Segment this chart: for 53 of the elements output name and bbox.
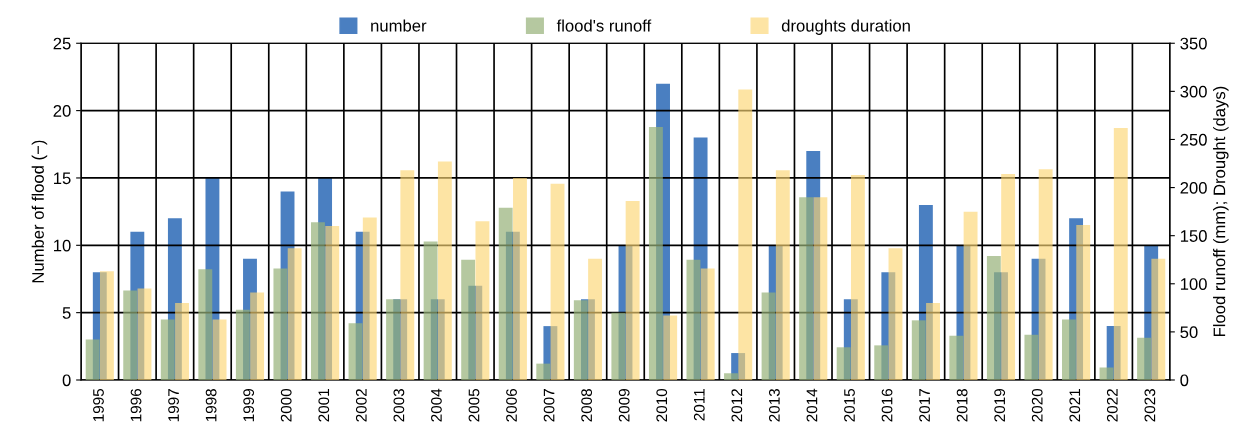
y2-tick-label: 350: [1180, 37, 1207, 50]
x-tick-label: 2005: [468, 388, 480, 422]
x-tick-label: 2010: [656, 388, 668, 422]
bar: [874, 345, 889, 380]
y2-tick-label: 100: [1180, 278, 1207, 290]
y2-tick-label: 0: [1180, 374, 1189, 387]
x-tick-label: 2016: [881, 388, 893, 422]
x-tick-label: 2000: [280, 388, 292, 422]
bar: [724, 373, 738, 380]
y-tick-label: 15: [54, 172, 71, 185]
x-tick-label: 2001: [318, 389, 330, 422]
x-tick-label: 1999: [243, 389, 255, 422]
x-tick-label: 2006: [506, 388, 517, 422]
y-tick-label: 25: [53, 37, 71, 50]
x-tick-label: 2014: [806, 388, 818, 422]
bar: [1137, 337, 1151, 380]
x-tick-label: 2018: [956, 388, 968, 422]
y2-tick-label: 150: [1180, 230, 1207, 242]
x-tick-label: 2020: [1031, 388, 1043, 422]
legend-label: droughts duration: [781, 19, 910, 35]
y-tick-label: 10: [54, 239, 71, 252]
y2-tick-label: 200: [1180, 181, 1207, 194]
x-tick-label: 2003: [393, 388, 405, 422]
x-tick-label: 2011: [693, 389, 705, 421]
x-tick-label: 2004: [431, 388, 442, 422]
y-tick-label: 0: [62, 374, 71, 387]
y2-tick-label: 50: [1180, 326, 1198, 339]
x-tick-label: 2017: [919, 389, 930, 422]
x-tick-label: 1996: [130, 388, 142, 422]
legend-label: number: [371, 19, 427, 32]
x-tick-label: 1995: [93, 388, 104, 422]
x-tick-label: 2022: [1106, 389, 1118, 422]
x-tick-label: 2008: [581, 388, 593, 422]
x-tick-label: 2015: [844, 388, 855, 422]
y-tick-label: 20: [53, 105, 71, 117]
x-tick-label: 2009: [618, 389, 630, 422]
bar: [536, 363, 551, 380]
x-tick-label: 2021: [1069, 389, 1081, 422]
y2-axis-title: Flood runoff (mm); Drought (days): [1213, 86, 1229, 337]
y2-tick-label: 250: [1180, 133, 1207, 146]
x-tick-label: 2012: [731, 389, 743, 422]
y-tick-label: 5: [62, 307, 71, 319]
x-tick-label: 2007: [543, 389, 555, 422]
y2-tick-label: 300: [1180, 85, 1207, 98]
legend-label: flood's runoff: [556, 19, 652, 32]
x-tick-label: 2019: [994, 389, 1006, 422]
x-tick-label: 2002: [355, 389, 367, 422]
y-axis-title: Number of flood (−): [31, 140, 48, 283]
x-tick-label: 1998: [205, 388, 217, 422]
x-tick-label: 1997: [168, 389, 179, 422]
bar: [1099, 367, 1114, 380]
x-tick-label: 2013: [768, 388, 780, 422]
x-tick-label: 2023: [1144, 388, 1156, 422]
